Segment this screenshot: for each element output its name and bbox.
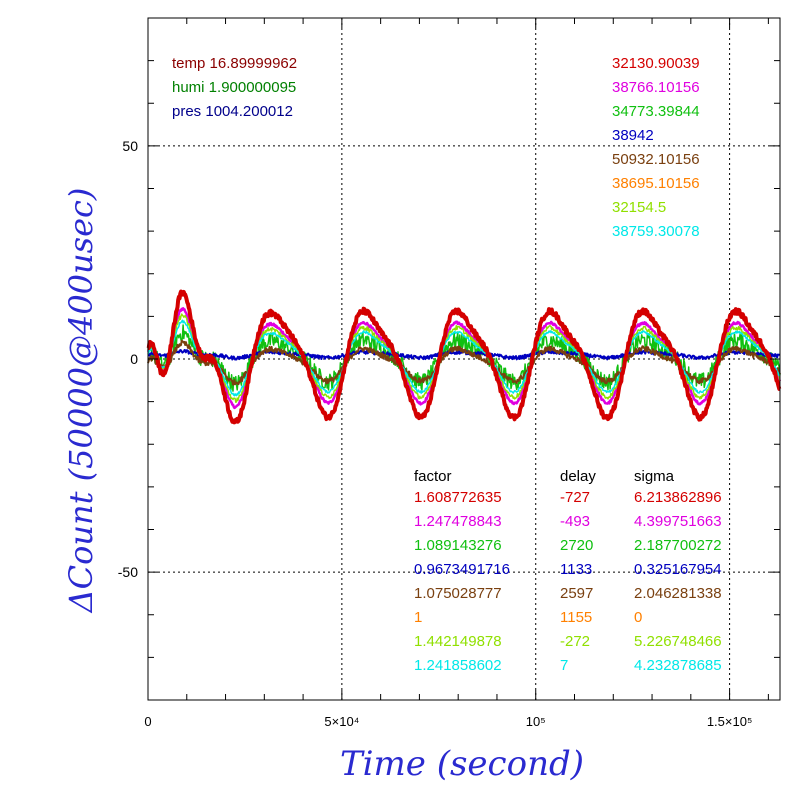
series-value-label: 38766.10156 xyxy=(612,79,700,96)
frame-ticks xyxy=(148,18,780,700)
table-cell-sigma: 2.046281338 xyxy=(634,585,722,602)
table-cell-delay: -727 xyxy=(560,489,590,506)
series-lines xyxy=(146,289,782,425)
tick-labels: 0 5×10⁴ 10⁵ 1.5×10⁵ 50 0 -50 xyxy=(118,138,753,729)
table-cell-sigma: 2.187700272 xyxy=(634,537,722,554)
y-tick-label: -50 xyxy=(118,564,138,580)
table-cell-factor: 1.075028777 xyxy=(414,585,502,602)
table-cell-delay: 2597 xyxy=(560,585,593,602)
x-tick-label: 1.5×10⁵ xyxy=(707,714,753,729)
table-cell-sigma: 4.232878685 xyxy=(634,657,722,674)
x-axis-title: Time (second) xyxy=(340,744,584,784)
series-value-label: 32154.5 xyxy=(612,199,666,216)
table-cell-factor: 1.247478843 xyxy=(414,513,502,530)
series-value-label: 34773.39844 xyxy=(612,103,700,120)
table-cell-factor: 1 xyxy=(414,609,422,626)
table-cell-factor: 1.089143276 xyxy=(414,537,502,554)
series-value-label: 50932.10156 xyxy=(612,151,700,168)
env-label: temp 16.89999962 xyxy=(172,55,297,72)
table-cell-delay: 1155 xyxy=(560,609,592,626)
x-tick-label: 5×10⁴ xyxy=(324,714,359,729)
table-cell-factor: 1.608772635 xyxy=(414,489,502,506)
series-value-labels: 32130.90039 38766.10156 34773.39844 38942 50… xyxy=(612,55,700,240)
table-cell-delay: 7 xyxy=(560,657,568,674)
table-header: factor xyxy=(414,468,452,485)
table-cell-delay: -272 xyxy=(560,633,590,650)
table-cell-factor: 1.442149878 xyxy=(414,633,502,650)
table-cell-delay: -493 xyxy=(560,513,590,530)
env-label: pres 1004.200012 xyxy=(172,103,293,120)
table-cell-sigma: 4.399751663 xyxy=(634,513,722,530)
table-cell-sigma: 0 xyxy=(634,609,642,626)
table-header: delay xyxy=(560,468,596,485)
x-tick-label: 10⁵ xyxy=(526,714,546,729)
table-cell-sigma: 5.226748466 xyxy=(634,633,722,650)
environment-labels: temp 16.89999962 humi 1.900000095 pres 100… xyxy=(172,55,297,120)
table-cell-sigma: 0.325167954 xyxy=(634,561,722,578)
table-cell-factor: 1.241858602 xyxy=(414,657,502,674)
stats-table: factor delay sigma 1.608772635 -727 6.2138628… xyxy=(414,468,722,674)
series-value-label: 38759.30078 xyxy=(612,223,700,240)
env-label: humi 1.900000095 xyxy=(172,79,296,96)
table-cell-delay: 2720 xyxy=(560,537,593,554)
y-axis-title: ΔCount (50000@400usec) xyxy=(62,188,100,615)
series-value-label: 38695.10156 xyxy=(612,175,700,192)
x-tick-label: 0 xyxy=(144,714,151,729)
table-cell-factor: 0.9673491716 xyxy=(414,561,510,578)
series-value-label: 32130.90039 xyxy=(612,55,700,72)
y-tick-label: 50 xyxy=(122,138,138,154)
table-cell-sigma: 6.213862896 xyxy=(634,489,722,506)
series-line xyxy=(146,289,782,425)
y-tick-label: 0 xyxy=(130,351,138,367)
table-header: sigma xyxy=(634,468,675,485)
series-value-label: 38942 xyxy=(612,127,654,144)
table-cell-delay: 1133 xyxy=(560,561,592,578)
